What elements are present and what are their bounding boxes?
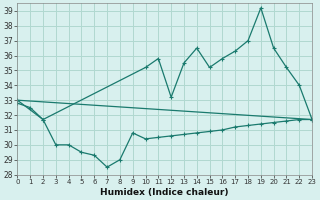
X-axis label: Humidex (Indice chaleur): Humidex (Indice chaleur) (100, 188, 229, 197)
